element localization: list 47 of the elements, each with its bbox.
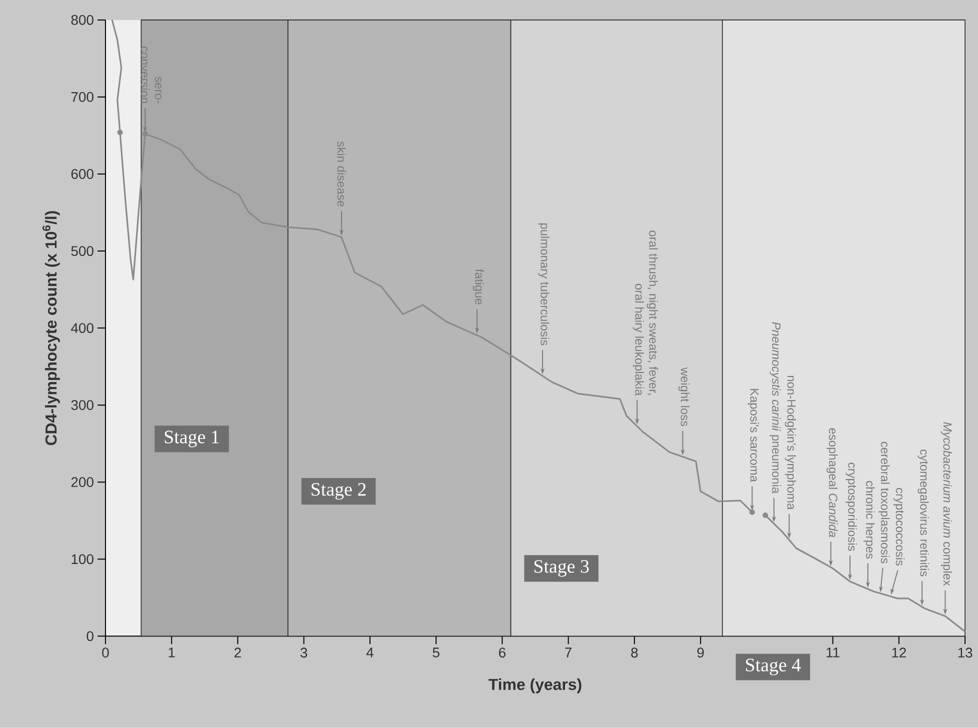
- x-tick-label: 1: [168, 648, 175, 658]
- annotation: fatigue: [472, 269, 484, 304]
- annotation: Kaposi's sarcoma: [748, 389, 759, 482]
- x-tick-label: 9: [697, 648, 704, 658]
- point: [117, 130, 123, 136]
- y-tick-label: 700: [71, 92, 94, 102]
- annotation: Pneumocystis carinii pneumonia: [770, 322, 781, 494]
- x-tick-label: 3: [300, 648, 308, 658]
- band-label: Stage 3: [534, 560, 589, 577]
- x-axis-title: Time (years): [488, 678, 582, 694]
- y-tick-label: 300: [71, 400, 94, 410]
- point: [142, 131, 148, 137]
- annotation: cryptosporidiosis: [846, 462, 857, 551]
- band-label: Stage 2: [312, 483, 366, 500]
- x-tick-label: 0: [102, 648, 109, 658]
- y-tick-label: 600: [71, 169, 94, 179]
- point: [749, 509, 755, 515]
- x-tick-label: 2: [234, 648, 241, 658]
- annotation: oral thrush, night sweats, fever, oral hairy leukoplakia: [632, 230, 658, 396]
- annotation: cryptococcosis: [893, 488, 905, 566]
- x-tick-label: 8: [631, 648, 638, 658]
- annotation: cerebral toxoplasmosis: [878, 442, 890, 564]
- x-tick-label: 11: [826, 648, 840, 658]
- annotation: skin disease: [337, 142, 346, 207]
- x-tick-label: 13: [958, 648, 972, 658]
- y-tick-label: 100: [72, 554, 94, 564]
- x-tick-label: 7: [565, 648, 572, 658]
- x-tick-label: 12: [892, 648, 906, 658]
- point: [762, 512, 768, 518]
- annotation: Mycobacterium avium complex: [940, 422, 952, 586]
- y-axis-title: CD4-lymphocyte count (x 10$^{6}$/l): [42, 211, 60, 446]
- y-tick-label: 500: [71, 246, 94, 256]
- y-tick-label: 0: [86, 631, 94, 642]
- y-tick-label: 200: [71, 477, 94, 488]
- annotation: non-Hodgkin's lymphoma: [784, 376, 796, 510]
- x-tick-label: 5: [432, 648, 440, 658]
- annotation: chronic herpes: [864, 481, 875, 559]
- band-label: Stage 1: [164, 430, 219, 448]
- y-tick-label: 400: [71, 323, 94, 334]
- annotation: pulmonary tuberculosis: [538, 223, 550, 346]
- annotation: weight loss: [678, 367, 690, 426]
- annotation: cytomegalovirus retinitis: [918, 450, 929, 576]
- y-tick-label: 800: [71, 15, 94, 25]
- x-tick-label: 6: [499, 648, 506, 658]
- x-tick-label: 4: [366, 648, 374, 658]
- band-label: Stage 4: [746, 658, 801, 676]
- annotation: esophageal Candida: [826, 428, 838, 538]
